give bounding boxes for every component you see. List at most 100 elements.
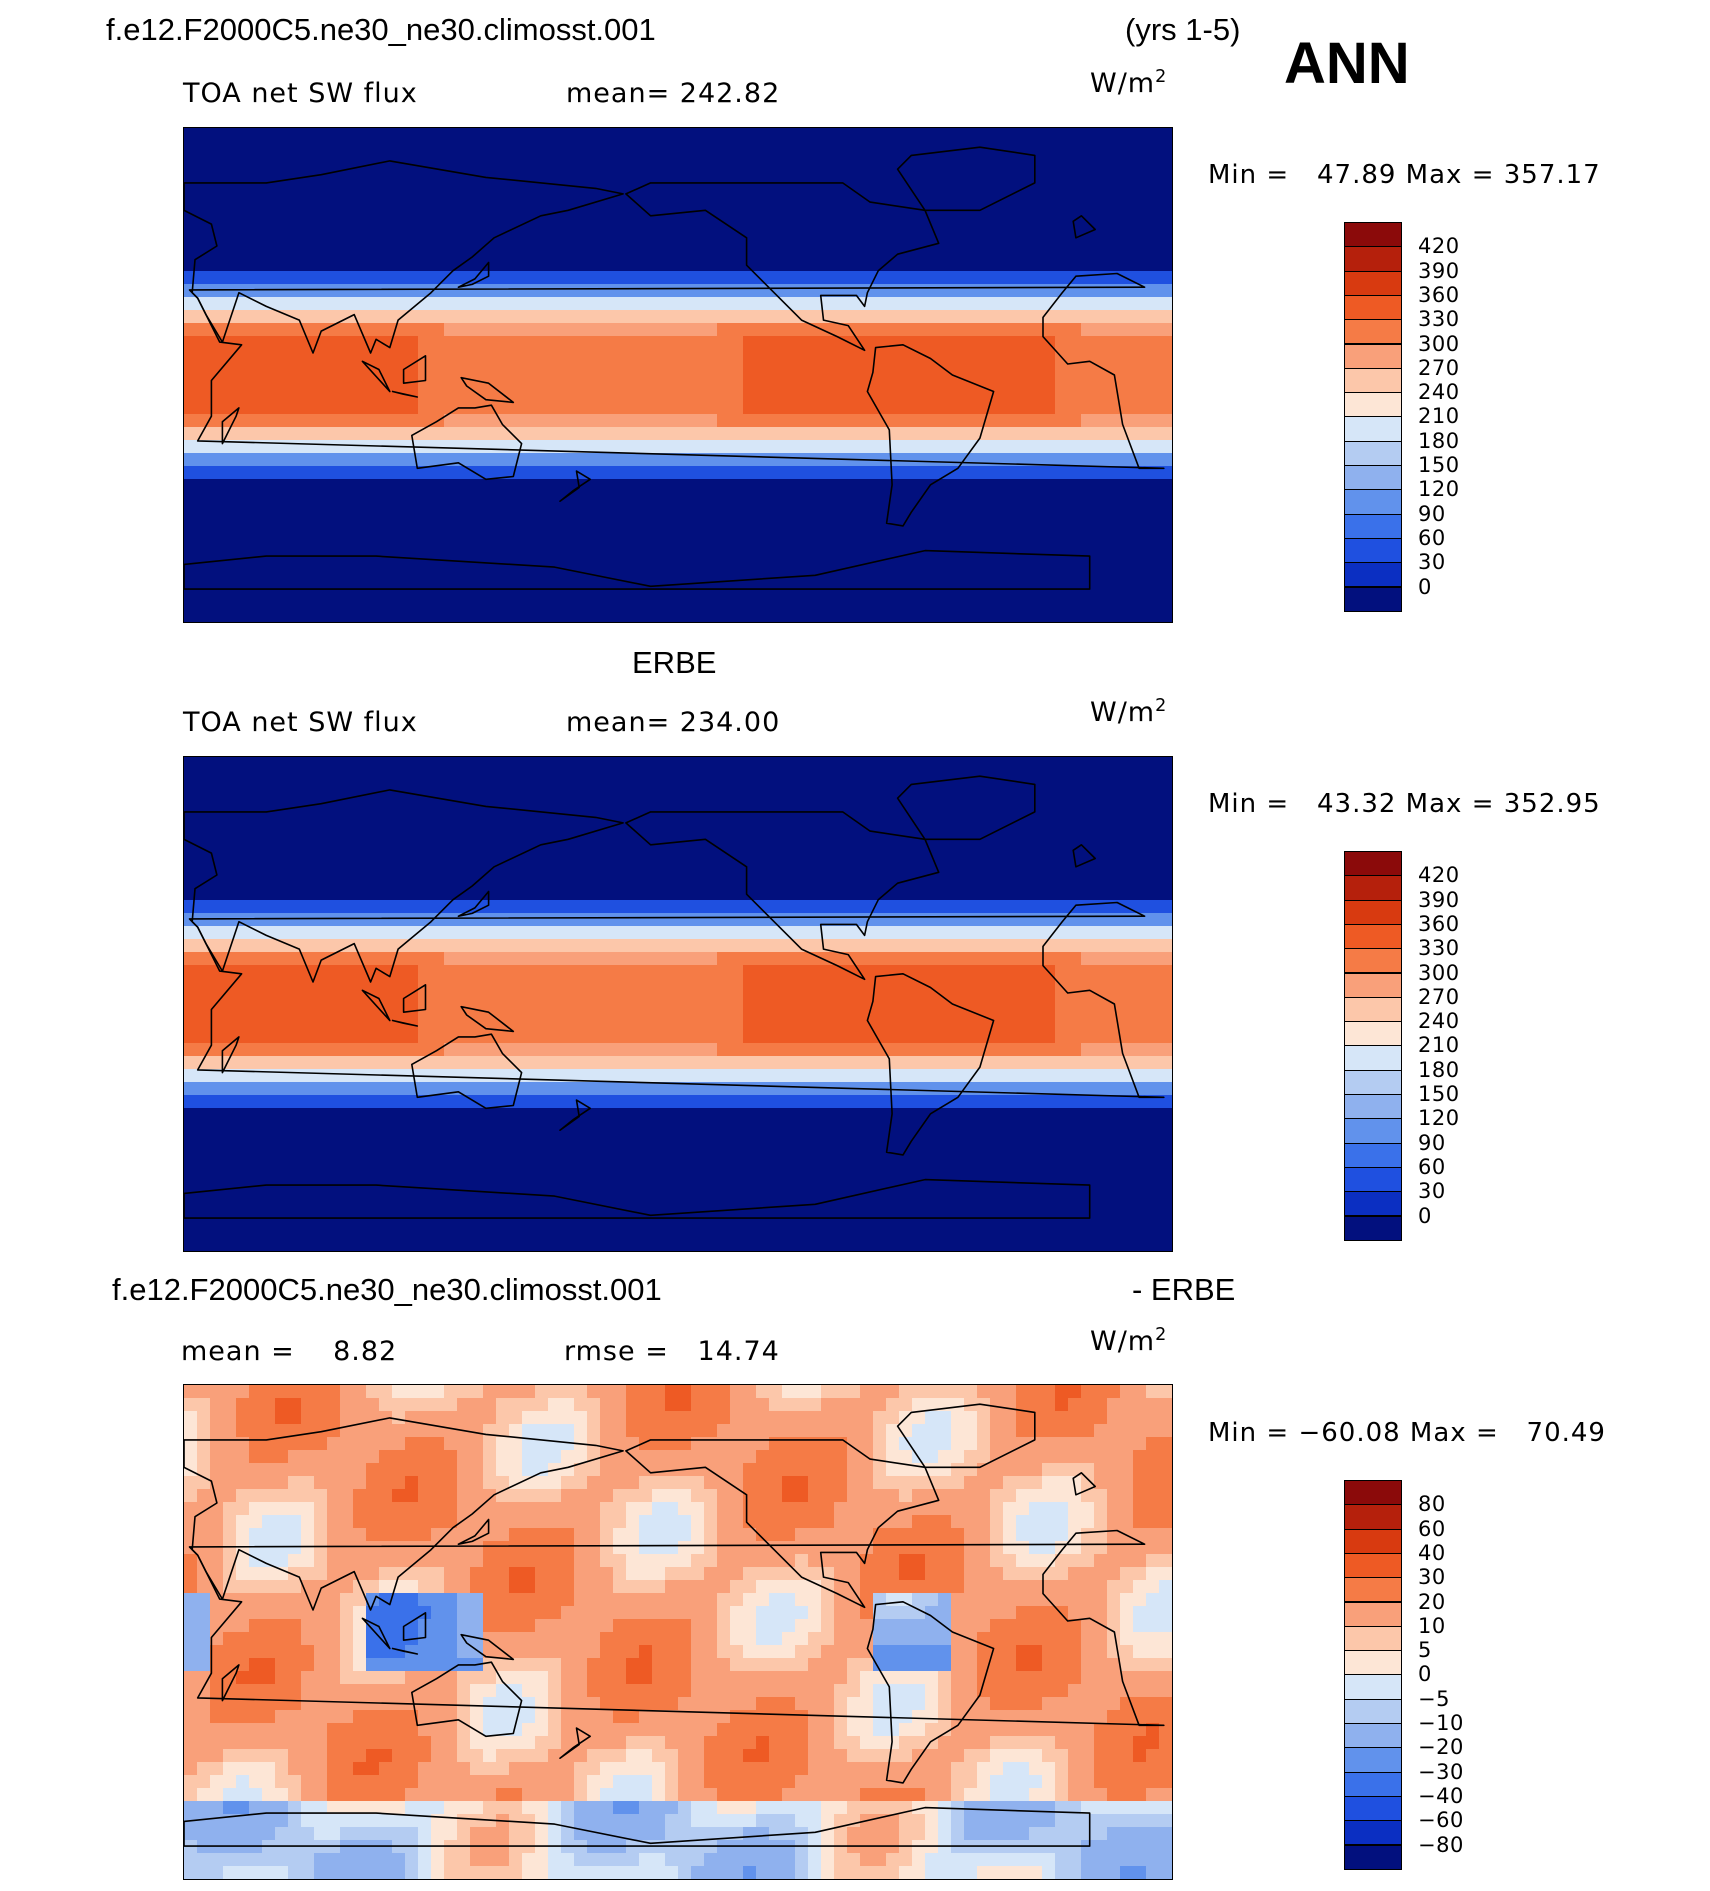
colorbar-label: 60 bbox=[1418, 1154, 1446, 1179]
panel3-mean: mean = 8.82 bbox=[181, 1336, 398, 1367]
colorbar-label: 30 bbox=[1418, 1565, 1446, 1590]
map-canvas bbox=[184, 1385, 1172, 1879]
coastlines bbox=[184, 146, 1165, 590]
contour-field bbox=[184, 757, 1172, 1251]
colorbar-label: 60 bbox=[1418, 1516, 1446, 1541]
colorbar-label: 40 bbox=[1418, 1540, 1446, 1565]
colorbar-label: 20 bbox=[1418, 1589, 1446, 1614]
colorbar-label: 180 bbox=[1418, 428, 1460, 453]
colorbar-label: −80 bbox=[1418, 1832, 1464, 1857]
colorbar-swatch bbox=[1344, 1771, 1402, 1797]
panel1-minmax: Min = 47.89 Max = 357.17 bbox=[1208, 160, 1601, 190]
colorbar-swatch bbox=[1344, 1021, 1402, 1047]
map-canvas bbox=[184, 128, 1172, 622]
panel1-map bbox=[183, 127, 1173, 623]
colorbar-label: 210 bbox=[1418, 1033, 1460, 1058]
colorbar-label: 300 bbox=[1418, 331, 1460, 356]
colorbar-swatch bbox=[1344, 899, 1402, 925]
colorbar-swatch bbox=[1344, 1625, 1402, 1652]
colorbar-swatch bbox=[1344, 1504, 1402, 1530]
colorbar-swatch bbox=[1344, 1674, 1402, 1700]
colorbar-label: 300 bbox=[1418, 960, 1460, 985]
colorbar-label: 360 bbox=[1418, 911, 1460, 936]
colorbar-swatch bbox=[1344, 1215, 1402, 1241]
colorbar-swatch bbox=[1344, 1191, 1402, 1217]
colorbar-swatch bbox=[1344, 392, 1402, 418]
map-canvas bbox=[184, 757, 1172, 1251]
colorbar-swatch bbox=[1344, 948, 1402, 974]
colorbar-swatch bbox=[1344, 851, 1402, 877]
colorbar-swatch bbox=[1344, 513, 1402, 539]
case-title: f.e12.F2000C5.ne30_ne30.climosst.001 bbox=[106, 12, 656, 47]
colorbar-label: 150 bbox=[1418, 1082, 1460, 1106]
colorbar-label: 0 bbox=[1418, 1662, 1432, 1687]
colorbar-swatch bbox=[1344, 875, 1402, 901]
colorbar-swatch bbox=[1344, 923, 1402, 950]
colorbar-label: 180 bbox=[1418, 1057, 1460, 1082]
colorbar-swatch bbox=[1344, 440, 1402, 466]
colorbar-swatch bbox=[1344, 489, 1402, 515]
panel3-units: W/m2 bbox=[1090, 1325, 1168, 1357]
panel3-title-left: f.e12.F2000C5.ne30_ne30.climosst.001 bbox=[112, 1272, 662, 1307]
colorbar-swatch bbox=[1344, 996, 1402, 1023]
colorbar-swatch bbox=[1344, 586, 1402, 612]
colorbar-swatch bbox=[1344, 1480, 1402, 1506]
panel2-units: W/m2 bbox=[1090, 696, 1168, 728]
panel3-rmse: rmse = 14.74 bbox=[564, 1336, 780, 1367]
colorbar-swatch bbox=[1344, 1698, 1402, 1724]
panel1-variable: TOA net SW flux bbox=[183, 78, 418, 109]
colorbar-label: 390 bbox=[1418, 258, 1460, 283]
panel3-map bbox=[183, 1384, 1173, 1880]
colorbar-label: −60 bbox=[1418, 1808, 1464, 1833]
colorbar-swatch bbox=[1344, 222, 1402, 248]
panel3-title-right: - ERBE bbox=[1132, 1272, 1236, 1307]
colorbar-label: −20 bbox=[1418, 1735, 1464, 1760]
colorbar-swatch bbox=[1344, 1552, 1402, 1579]
colorbar-label: 90 bbox=[1418, 501, 1446, 526]
colorbar-swatch bbox=[1344, 1820, 1402, 1846]
panel2-title: ERBE bbox=[632, 645, 717, 680]
colorbar-swatch bbox=[1344, 1723, 1402, 1749]
coastlines bbox=[184, 1403, 1165, 1847]
colorbar-swatch bbox=[1344, 537, 1402, 564]
colorbar-label: 360 bbox=[1418, 282, 1460, 307]
colorbar-swatch bbox=[1344, 972, 1402, 998]
colorbar-swatch bbox=[1344, 1094, 1402, 1120]
colorbar-label: −30 bbox=[1418, 1759, 1464, 1784]
colorbar-label: 420 bbox=[1418, 234, 1460, 259]
colorbar-label: −5 bbox=[1418, 1686, 1450, 1711]
colorbar-label: 240 bbox=[1418, 380, 1460, 405]
colorbar-label: 390 bbox=[1418, 887, 1460, 912]
colorbar-swatch bbox=[1344, 1118, 1402, 1144]
season-label: ANN bbox=[1284, 31, 1410, 96]
colorbar-label: 420 bbox=[1418, 863, 1460, 888]
panel2-mean: mean= 234.00 bbox=[566, 707, 781, 738]
colorbar-label: 150 bbox=[1418, 453, 1460, 477]
colorbar-swatch bbox=[1344, 367, 1402, 394]
colorbar-swatch bbox=[1344, 416, 1402, 442]
panel2-minmax: Min = 43.32 Max = 352.95 bbox=[1208, 789, 1601, 819]
panel3-minmax: Min = −60.08 Max = 70.49 bbox=[1208, 1418, 1606, 1448]
colorbar-label: 0 bbox=[1418, 574, 1432, 599]
colorbar-label: −10 bbox=[1418, 1711, 1464, 1735]
colorbar-swatch bbox=[1344, 319, 1402, 345]
contour-field bbox=[184, 128, 1172, 622]
colorbar-swatch bbox=[1344, 343, 1402, 369]
panel1-units: W/m2 bbox=[1090, 67, 1168, 99]
colorbar-label: 240 bbox=[1418, 1009, 1460, 1034]
colorbar-label: 60 bbox=[1418, 525, 1446, 550]
colorbar-label: 90 bbox=[1418, 1130, 1446, 1155]
colorbar-label: 270 bbox=[1418, 355, 1460, 380]
colorbar-swatch bbox=[1344, 270, 1402, 296]
colorbar-swatch bbox=[1344, 1166, 1402, 1193]
colorbar-swatch bbox=[1344, 1650, 1402, 1676]
colorbar-swatch bbox=[1344, 1747, 1402, 1773]
colorbar-swatch bbox=[1344, 562, 1402, 588]
colorbar-swatch bbox=[1344, 1142, 1402, 1168]
colorbar-label: 210 bbox=[1418, 404, 1460, 429]
colorbar-swatch bbox=[1344, 1069, 1402, 1095]
colorbar-swatch bbox=[1344, 1528, 1402, 1554]
colorbar-swatch bbox=[1344, 246, 1402, 272]
colorbar-label: 30 bbox=[1418, 550, 1446, 575]
panel2-variable: TOA net SW flux bbox=[183, 707, 418, 738]
